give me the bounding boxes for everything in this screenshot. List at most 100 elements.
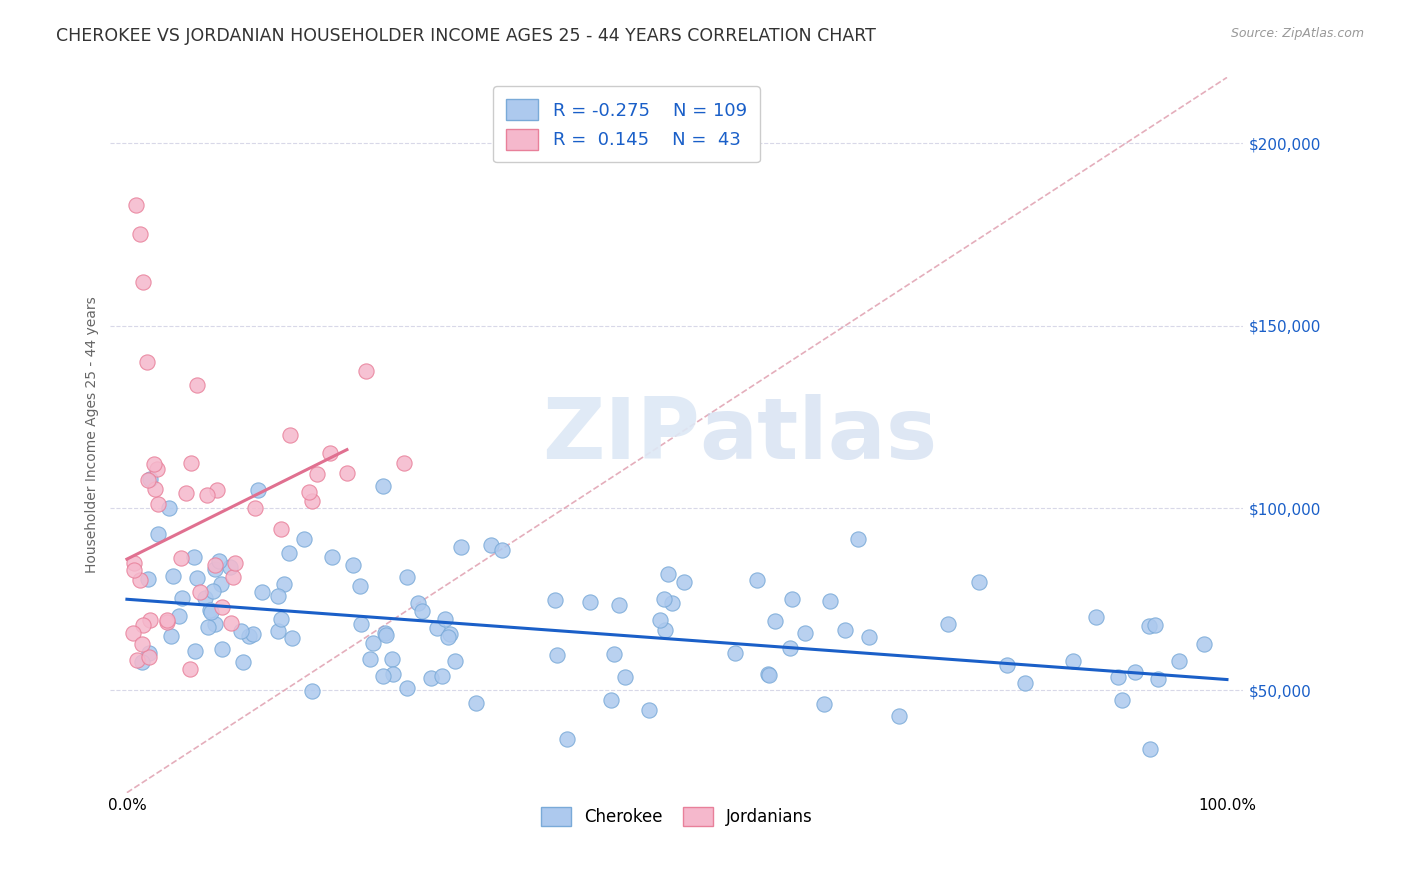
Point	[222, 569, 245, 583]
Point	[758, 668, 780, 682]
Point	[434, 612, 457, 626]
Point	[224, 556, 246, 570]
Point	[673, 575, 696, 590]
Point	[394, 456, 416, 470]
Point	[242, 627, 264, 641]
Point	[186, 378, 208, 392]
Point	[1147, 673, 1170, 687]
Point	[129, 227, 152, 242]
Point	[297, 484, 319, 499]
Point	[654, 623, 676, 637]
Point	[200, 605, 222, 619]
Point	[231, 655, 253, 669]
Point	[186, 571, 208, 585]
Point	[661, 596, 683, 610]
Point	[1014, 676, 1036, 690]
Point	[887, 709, 910, 723]
Text: Source: ZipAtlas.com: Source: ZipAtlas.com	[1230, 27, 1364, 40]
Point	[148, 497, 170, 511]
Point	[350, 616, 373, 631]
Point	[277, 546, 299, 560]
Point	[197, 620, 219, 634]
Point	[396, 570, 419, 584]
Point	[1107, 670, 1129, 684]
Point	[138, 646, 160, 660]
Point	[374, 626, 396, 640]
Point	[603, 648, 626, 662]
Point	[270, 612, 292, 626]
Point	[179, 662, 201, 676]
Point	[995, 657, 1018, 672]
Point	[652, 591, 675, 606]
Point	[211, 600, 233, 615]
Point	[356, 364, 378, 378]
Point	[139, 613, 162, 627]
Point	[969, 574, 991, 589]
Point	[465, 696, 488, 710]
Text: ZIP: ZIP	[541, 393, 700, 476]
Point	[195, 487, 218, 501]
Point	[250, 585, 273, 599]
Point	[763, 614, 786, 628]
Point	[211, 642, 233, 657]
Point	[607, 599, 630, 613]
Point	[614, 670, 637, 684]
Point	[184, 644, 207, 658]
Point	[555, 731, 578, 746]
Point	[420, 671, 443, 685]
Point	[1084, 609, 1107, 624]
Point	[363, 635, 385, 649]
Y-axis label: Householder Income Ages 25 - 44 years: Householder Income Ages 25 - 44 years	[86, 297, 100, 574]
Point	[138, 472, 160, 486]
Point	[146, 461, 169, 475]
Point	[1139, 742, 1161, 756]
Point	[219, 616, 242, 631]
Point	[281, 631, 304, 645]
Point	[194, 591, 217, 606]
Point	[491, 542, 513, 557]
Point	[270, 522, 292, 536]
Text: CHEROKEE VS JORDANIAN HOUSEHOLDER INCOME AGES 25 - 44 YEARS CORRELATION CHART: CHEROKEE VS JORDANIAN HOUSEHOLDER INCOME…	[56, 27, 876, 45]
Point	[131, 637, 153, 651]
Point	[406, 596, 429, 610]
Point	[450, 541, 472, 555]
Point	[159, 501, 181, 516]
Point	[135, 355, 157, 369]
Point	[202, 583, 225, 598]
Point	[648, 613, 671, 627]
Point	[444, 654, 467, 668]
Point	[745, 574, 768, 588]
Point	[204, 558, 226, 573]
Point	[132, 618, 155, 632]
Point	[209, 577, 232, 591]
Point	[395, 681, 418, 695]
Point	[219, 560, 242, 574]
Point	[247, 483, 270, 497]
Point	[162, 569, 184, 583]
Point	[359, 652, 381, 666]
Point	[238, 629, 260, 643]
Point	[138, 649, 160, 664]
Point	[1192, 637, 1215, 651]
Point	[938, 616, 960, 631]
Point	[430, 669, 453, 683]
Point	[793, 625, 815, 640]
Point	[156, 613, 179, 627]
Point	[273, 577, 295, 591]
Point	[204, 617, 226, 632]
Point	[1123, 665, 1146, 680]
Point	[846, 533, 869, 547]
Point	[143, 483, 166, 497]
Point	[174, 486, 197, 500]
Point	[371, 478, 394, 492]
Point	[813, 697, 835, 711]
Point	[349, 579, 371, 593]
Point	[307, 467, 329, 481]
Point	[207, 554, 229, 568]
Point	[301, 494, 323, 508]
Point	[780, 592, 803, 607]
Point	[1143, 618, 1166, 632]
Point	[439, 627, 461, 641]
Point	[1137, 619, 1160, 633]
Point	[267, 624, 290, 639]
